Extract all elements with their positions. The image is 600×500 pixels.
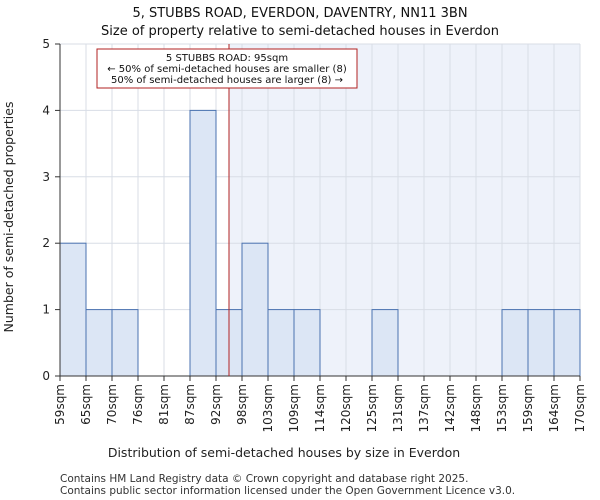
footer-line-2: Contains public sector information licen… xyxy=(60,485,515,497)
bar-65sqm xyxy=(85,309,113,377)
x-axis-label: Distribution of semi-detached houses by … xyxy=(108,445,460,460)
annotation-larger: 50% of semi-detached houses are larger (… xyxy=(111,75,343,86)
x-tick-label: 164sqm xyxy=(547,384,561,432)
bar-103sqm xyxy=(267,309,295,377)
y-tick-label: 3 xyxy=(42,170,50,184)
bars xyxy=(59,109,581,377)
property-marker: 5 STUBBS ROAD: 95sqm← 50% of semi-detach… xyxy=(96,44,358,376)
x-ticks: 59sqm 65sqm 70sqm 76sqm 81sqm 87sqm 92sqm 98sqm… xyxy=(53,376,587,432)
x-tick-label: 76sqm xyxy=(131,384,145,425)
y-ticks: 0 1 2 3 4 5 xyxy=(42,37,60,383)
x-tick-label: 114sqm xyxy=(313,384,327,432)
x-tick-label: 70sqm xyxy=(105,384,119,425)
x-tick-label: 120sqm xyxy=(339,384,353,432)
x-tick-label: 87sqm xyxy=(183,384,197,425)
y-axis-label: Number of semi-detached properties xyxy=(1,102,16,333)
bar-153sqm xyxy=(501,309,529,377)
chart-title: 5, STUBBS ROAD, EVERDON, DAVENTRY, NN11 … xyxy=(132,6,467,21)
x-tick-label: 109sqm xyxy=(287,384,301,432)
bar-164sqm xyxy=(553,309,581,377)
y-tick-label: 4 xyxy=(42,103,50,117)
x-tick-label: 125sqm xyxy=(365,384,379,432)
annotation-box xyxy=(96,48,358,89)
annotation-title: 5 STUBBS ROAD: 95sqm xyxy=(166,53,288,64)
x-tick-label: 65sqm xyxy=(79,384,93,425)
chart-subtitle: Size of property relative to semi-detach… xyxy=(101,24,499,39)
annotation-smaller: ← 50% of semi-detached houses are smalle… xyxy=(107,64,347,75)
bar-59sqm xyxy=(59,242,87,377)
x-tick-label: 59sqm xyxy=(53,384,67,425)
x-tick-label: 142sqm xyxy=(443,384,457,432)
bar-98sqm xyxy=(241,242,269,377)
y-tick-label: 1 xyxy=(42,303,50,317)
bar-125sqm xyxy=(371,309,399,377)
bar-159sqm xyxy=(527,309,555,377)
x-tick-label: 153sqm xyxy=(495,384,509,432)
bar-87sqm xyxy=(189,109,217,377)
y-tick-label: 0 xyxy=(42,369,50,383)
x-tick-label: 81sqm xyxy=(157,384,171,425)
x-tick-label: 170sqm xyxy=(573,384,587,432)
x-tick-label: 148sqm xyxy=(469,384,483,432)
y-tick-label: 5 xyxy=(42,37,50,51)
x-tick-label: 137sqm xyxy=(417,384,431,432)
x-tick-label: 131sqm xyxy=(391,384,405,432)
x-tick-label: 159sqm xyxy=(521,384,535,432)
bar-70sqm xyxy=(111,309,139,377)
x-tick-label: 98sqm xyxy=(235,384,249,425)
x-tick-label: 92sqm xyxy=(209,384,223,425)
x-tick-label: 103sqm xyxy=(261,384,275,432)
y-tick-label: 2 xyxy=(42,236,50,250)
bar-109sqm xyxy=(293,309,321,377)
footer-line-1: Contains HM Land Registry data © Crown c… xyxy=(60,473,468,485)
